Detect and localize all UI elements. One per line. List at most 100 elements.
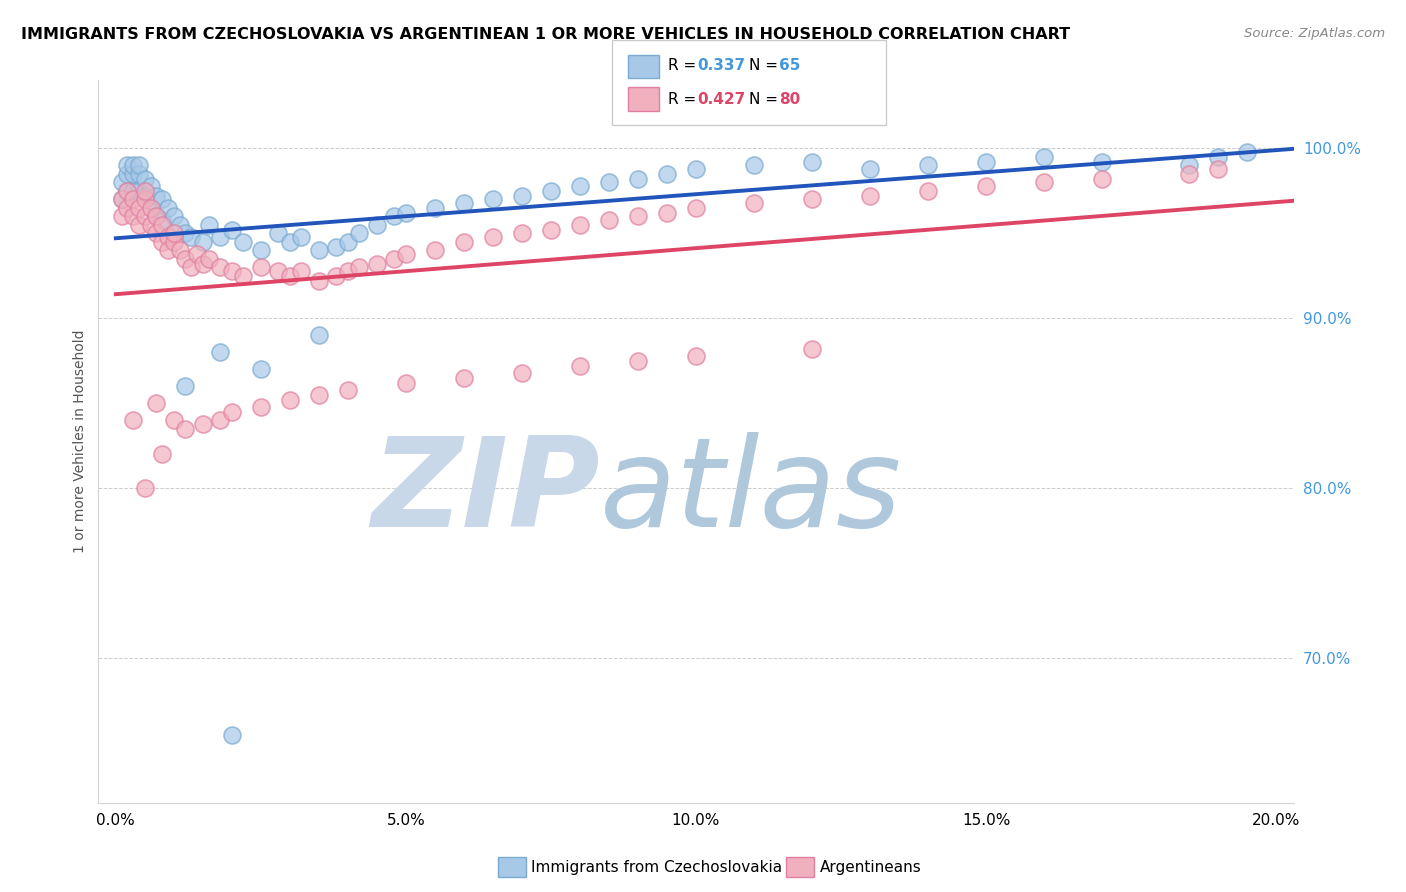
Point bbox=[917, 184, 939, 198]
Point bbox=[742, 158, 765, 172]
Point bbox=[568, 359, 591, 373]
Point bbox=[453, 235, 475, 249]
Point bbox=[859, 161, 882, 176]
Point bbox=[232, 268, 254, 283]
Point bbox=[122, 209, 145, 223]
Point bbox=[150, 192, 173, 206]
Point bbox=[685, 161, 707, 176]
Point bbox=[598, 175, 620, 189]
Point bbox=[685, 201, 707, 215]
Point bbox=[382, 209, 405, 223]
Point bbox=[117, 201, 139, 215]
Point bbox=[134, 192, 156, 206]
Point bbox=[163, 227, 186, 241]
Point bbox=[308, 274, 330, 288]
Point bbox=[174, 422, 197, 436]
Point bbox=[1033, 175, 1056, 189]
Point bbox=[134, 184, 156, 198]
Point bbox=[395, 246, 418, 260]
Point bbox=[174, 227, 197, 241]
Point bbox=[325, 240, 347, 254]
Point bbox=[111, 209, 134, 223]
Point bbox=[209, 260, 232, 275]
Point bbox=[163, 209, 186, 223]
Point bbox=[150, 218, 173, 232]
Text: R =: R = bbox=[668, 92, 702, 106]
Point bbox=[139, 201, 162, 215]
Point bbox=[145, 396, 167, 410]
Point bbox=[186, 246, 208, 260]
Point bbox=[510, 366, 533, 380]
Point bbox=[111, 192, 134, 206]
Point bbox=[169, 244, 191, 258]
Point bbox=[336, 235, 359, 249]
Point bbox=[1091, 154, 1114, 169]
Point bbox=[139, 201, 162, 215]
Point bbox=[423, 201, 446, 215]
Point bbox=[290, 229, 312, 244]
Point bbox=[453, 371, 475, 385]
Text: 80: 80 bbox=[779, 92, 800, 106]
Point bbox=[250, 260, 273, 275]
Point bbox=[627, 209, 650, 223]
Point bbox=[122, 184, 145, 198]
Point bbox=[1206, 150, 1229, 164]
Point bbox=[742, 195, 765, 210]
Point bbox=[128, 167, 150, 181]
Point bbox=[191, 257, 214, 271]
Point bbox=[917, 158, 939, 172]
Point bbox=[180, 260, 202, 275]
Text: N =: N = bbox=[749, 58, 783, 72]
Point bbox=[197, 218, 219, 232]
Point bbox=[801, 192, 824, 206]
Point bbox=[1091, 172, 1114, 186]
Point bbox=[180, 229, 202, 244]
Point bbox=[117, 158, 139, 172]
Point bbox=[366, 257, 388, 271]
Point bbox=[174, 379, 197, 393]
Point bbox=[232, 235, 254, 249]
Point bbox=[221, 405, 243, 419]
Point bbox=[510, 189, 533, 203]
Point bbox=[308, 388, 330, 402]
Text: Argentineans: Argentineans bbox=[820, 860, 921, 874]
Point bbox=[122, 192, 145, 206]
Point bbox=[308, 328, 330, 343]
Point bbox=[145, 209, 167, 223]
Point bbox=[366, 218, 388, 232]
Point bbox=[157, 244, 180, 258]
Point bbox=[117, 167, 139, 181]
Point bbox=[1206, 161, 1229, 176]
Text: IMMIGRANTS FROM CZECHOSLOVAKIA VS ARGENTINEAN 1 OR MORE VEHICLES IN HOUSEHOLD CO: IMMIGRANTS FROM CZECHOSLOVAKIA VS ARGENT… bbox=[21, 27, 1070, 42]
Point bbox=[627, 172, 650, 186]
Point bbox=[139, 178, 162, 193]
Text: ZIP: ZIP bbox=[371, 432, 600, 553]
Point bbox=[145, 227, 167, 241]
Point bbox=[221, 263, 243, 277]
Point bbox=[395, 206, 418, 220]
Point bbox=[801, 154, 824, 169]
Point bbox=[145, 209, 167, 223]
Point bbox=[128, 158, 150, 172]
Point bbox=[423, 244, 446, 258]
Point bbox=[150, 212, 173, 227]
Point bbox=[191, 417, 214, 431]
Point bbox=[197, 252, 219, 266]
Point bbox=[598, 212, 620, 227]
Point bbox=[482, 192, 505, 206]
Point bbox=[128, 184, 150, 198]
Point bbox=[134, 209, 156, 223]
Point bbox=[134, 189, 156, 203]
Text: Immigrants from Czechoslovakia: Immigrants from Czechoslovakia bbox=[531, 860, 783, 874]
Point bbox=[128, 201, 150, 215]
Point bbox=[1178, 167, 1201, 181]
Point bbox=[250, 244, 273, 258]
Text: N =: N = bbox=[749, 92, 783, 106]
Point bbox=[349, 260, 371, 275]
Point bbox=[209, 413, 232, 427]
Point bbox=[325, 268, 347, 283]
Point bbox=[801, 342, 824, 356]
Point bbox=[209, 345, 232, 359]
Point bbox=[169, 218, 191, 232]
Point bbox=[221, 728, 243, 742]
